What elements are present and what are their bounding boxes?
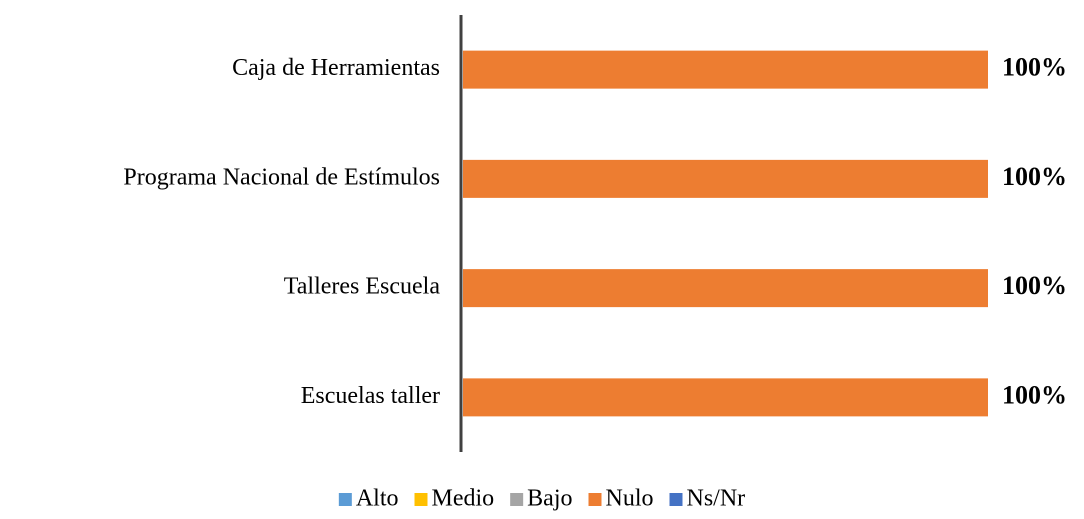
legend-label: Alto — [356, 486, 399, 512]
legend-swatch — [669, 493, 683, 506]
legend-swatch — [338, 493, 352, 506]
y-tick-label: Programa Nacional de Estímulos — [123, 164, 440, 190]
data-label: 100% — [1002, 271, 1067, 300]
data-label: 100% — [1002, 380, 1067, 409]
y-tick-label: Talleres Escuela — [284, 274, 441, 300]
legend-swatch — [414, 493, 428, 506]
legend-label: Nulo — [606, 486, 654, 512]
data-label: 100% — [1002, 53, 1067, 82]
bar-segment — [463, 159, 988, 198]
y-tick-label: Caja de Herramientas — [232, 55, 440, 81]
bar-segment — [463, 50, 988, 89]
bar-segment — [463, 378, 988, 417]
y-tick-label: Escuelas taller — [301, 383, 440, 409]
legend-label: Ns/Nr — [687, 486, 746, 512]
legend-label: Medio — [432, 486, 495, 512]
bar-segment — [463, 269, 988, 308]
legend-label: Bajo — [527, 486, 572, 512]
data-label: 100% — [1002, 162, 1067, 191]
legend-swatch — [588, 493, 602, 506]
legend-swatch — [510, 493, 524, 506]
